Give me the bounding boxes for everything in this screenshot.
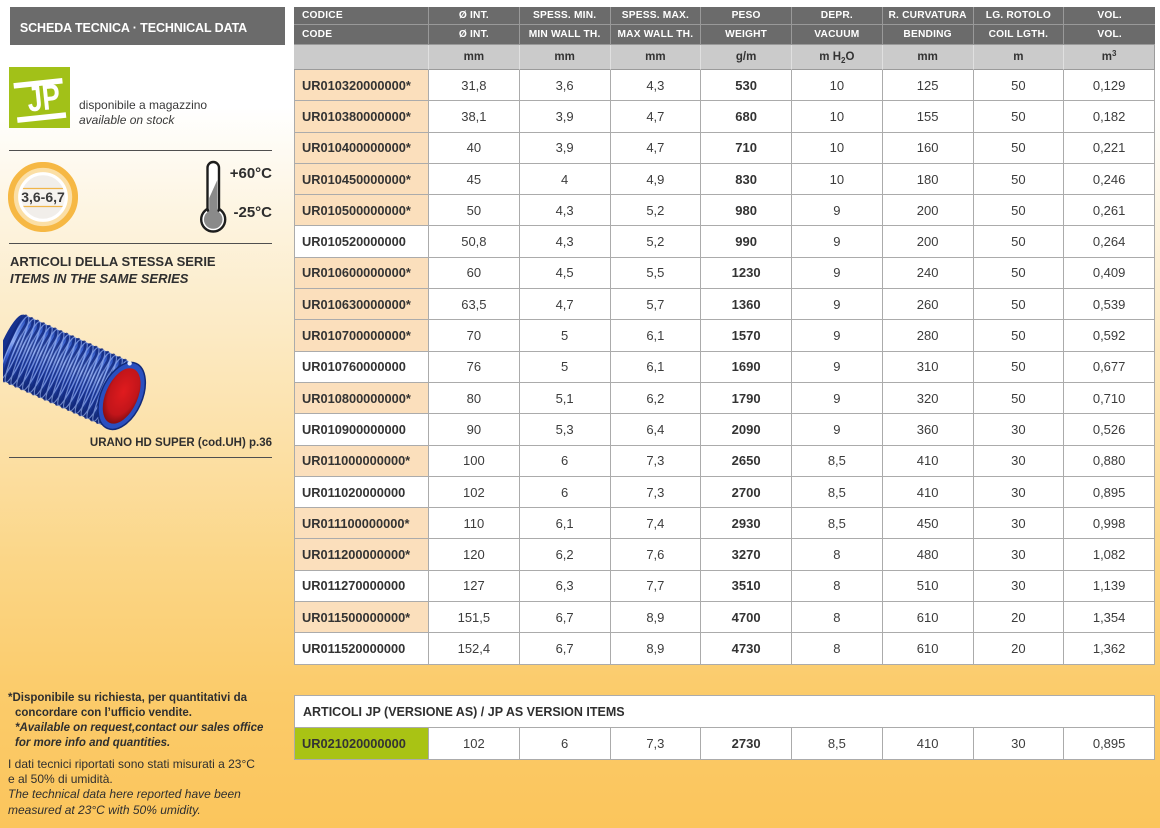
svg-text:3,6-6,7: 3,6-6,7 bbox=[21, 189, 65, 205]
svg-text:JP: JP bbox=[25, 75, 62, 119]
